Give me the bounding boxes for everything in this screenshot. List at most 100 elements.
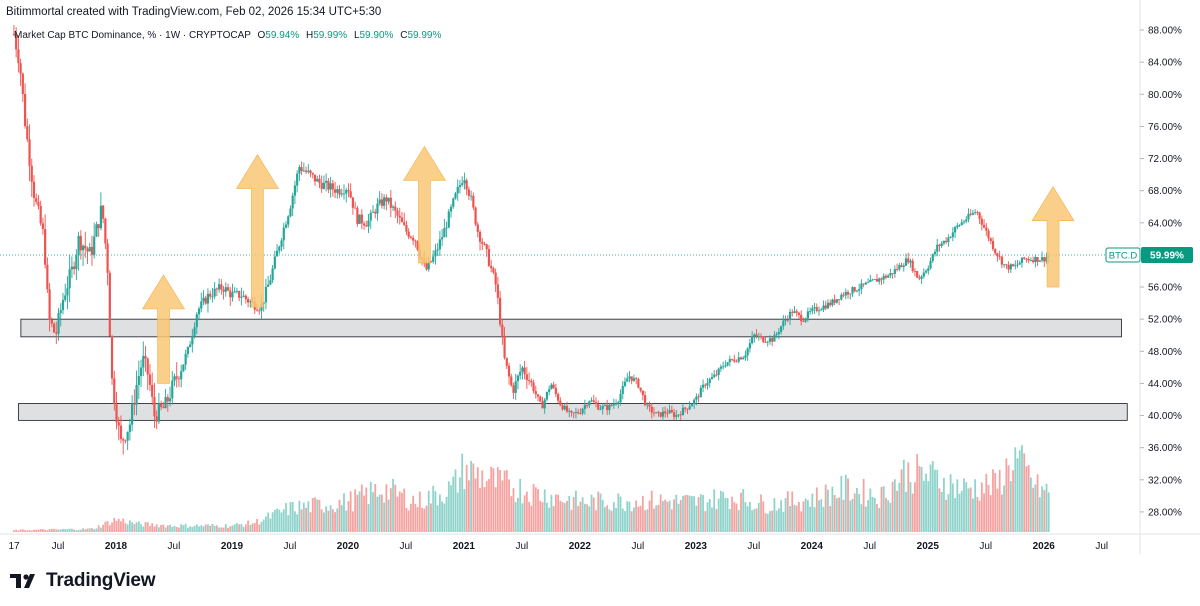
candle [369,209,372,229]
candle-body [641,390,644,396]
candle [398,207,401,225]
candle [971,210,975,216]
candle-body [385,197,388,202]
volume-bar [309,512,312,532]
candle [722,361,725,370]
volume-bar [430,503,432,532]
candle-body [862,283,865,285]
candle [81,244,85,267]
candle-body [960,222,963,225]
volume-bar [871,496,874,532]
up-arrow-annotation-3 [402,145,446,264]
candle [12,25,16,37]
time-tick-label: 2021 [453,541,476,552]
candle-body [713,374,716,378]
candle-body [438,239,441,250]
volume-bar [882,486,885,532]
candle-body [456,186,459,194]
volume-bar [762,501,765,532]
candle [211,287,214,303]
candle-body [893,269,896,274]
volume-bar [619,496,622,532]
candle-body [800,314,803,322]
candle-body [572,412,575,414]
candle-body [68,269,71,289]
candle-body [182,364,185,372]
candle [284,221,288,229]
candle [985,222,988,236]
volume-bar [358,491,361,532]
candle [21,72,24,102]
candle-body [574,412,578,414]
volume-bar [728,508,731,532]
tradingview-brand[interactable]: TradingView [10,570,156,592]
candle-body [354,207,357,209]
candle [195,312,198,335]
candle [226,283,230,292]
candle [610,403,613,407]
open-value: 59.94% [265,30,300,41]
up-arrow-annotation-2 [235,153,279,308]
volume-bar [737,510,740,532]
candle [670,405,673,414]
volume-bar [59,529,62,532]
volume-bar [345,510,348,532]
candle-body [898,265,901,270]
candle-body [458,185,462,187]
volume-bar [800,511,803,532]
volume-bar [485,481,488,532]
volume-bar [320,509,323,532]
candle-body [869,279,872,283]
volume-bar [494,487,497,532]
volume-bar [876,504,878,532]
candle [809,307,812,315]
up-arrow-annotation-1 [141,274,186,384]
volume-bar [142,526,145,532]
candle [965,216,968,224]
volume-bar [173,525,176,532]
candle [144,345,147,372]
candle [238,290,241,302]
volume-bar [224,524,227,532]
candle [924,269,928,274]
price-tick-label: 44.00% [1148,379,1182,390]
volume-bar [717,498,720,532]
candle [523,360,526,380]
candle [780,325,783,335]
candle [443,218,446,238]
candle [974,209,977,216]
time-tick-label: Jul [863,541,876,552]
volume-bar [760,494,762,532]
candle-body [706,383,709,386]
time-tick-label: Jul [631,541,644,552]
candle [293,180,297,205]
volume-bar [599,493,602,532]
volume-bar [764,513,767,532]
volume-bar [331,509,334,532]
volume-bar [57,529,60,532]
volume-bar [124,523,127,532]
candle-body [307,170,310,172]
volume-bar [434,491,437,532]
candle [264,278,268,310]
candle-body [325,180,328,183]
volume-bar [1016,458,1019,532]
support-zone-lower-support [18,403,1128,421]
volume-bar [670,509,673,532]
candle [278,245,281,254]
volume-bar [88,528,91,532]
volume-bar [508,479,510,532]
volume-bar [258,524,261,532]
candle [275,244,279,257]
candle-body [795,311,798,313]
volume-bar [416,507,419,532]
volume-bar [934,469,936,532]
candle-body [273,256,276,269]
volume-bar [853,493,856,532]
volume-bar [403,488,406,532]
candle-body [610,404,613,406]
time-tick-label: 2019 [221,541,244,552]
volume-bar [719,490,722,532]
candle [835,299,838,304]
